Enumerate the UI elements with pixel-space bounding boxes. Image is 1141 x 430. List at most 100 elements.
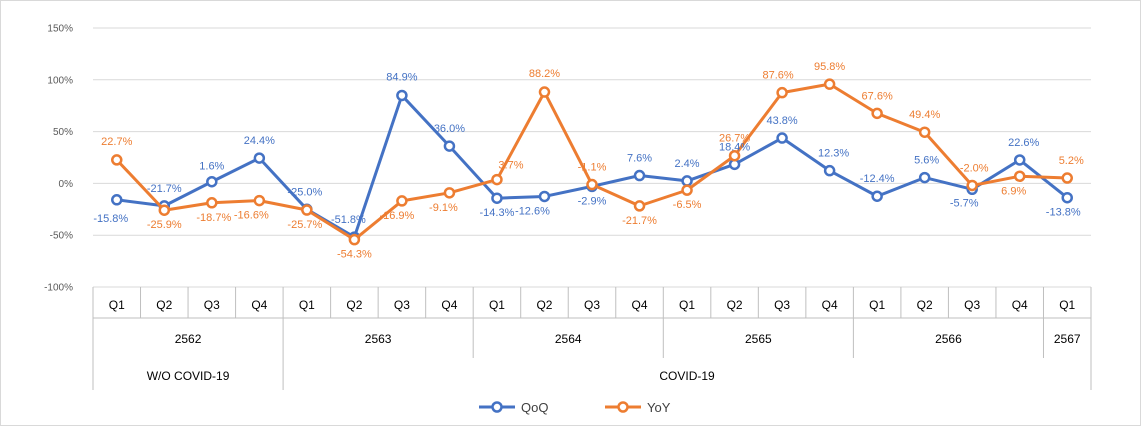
x-tick-label: Q2 bbox=[536, 298, 552, 312]
group-label: W/O COVID-19 bbox=[147, 369, 230, 383]
x-tick-label: Q1 bbox=[109, 298, 125, 312]
x-tick-label: Q3 bbox=[394, 298, 410, 312]
x-tick-label: Q2 bbox=[346, 298, 362, 312]
yoy-data-label: -1.1% bbox=[578, 162, 607, 174]
qoq-point bbox=[871, 190, 883, 202]
qoq-data-label: 84.9% bbox=[386, 71, 417, 83]
x-tick-label: Q1 bbox=[1059, 298, 1075, 312]
qoq-data-label: 18.4% bbox=[719, 141, 750, 153]
yoy-point bbox=[158, 204, 171, 216]
qoq-point bbox=[253, 152, 266, 164]
y-tick-label: 0% bbox=[59, 179, 74, 190]
yoy-point bbox=[728, 149, 741, 162]
x-tick-label: Q3 bbox=[584, 298, 600, 312]
qoq-point bbox=[1061, 191, 1073, 204]
qoq-data-label: -25.0% bbox=[287, 186, 322, 198]
yoy-data-label: 95.8% bbox=[814, 61, 845, 73]
qoq-data-label: 22.6% bbox=[1008, 137, 1039, 149]
qoq-data-label: -21.7% bbox=[147, 183, 182, 195]
qoq-data-label: -51.8% bbox=[331, 214, 366, 226]
yoy-data-label: 26.7% bbox=[719, 133, 750, 145]
qoq-data-label: -2.9% bbox=[578, 195, 607, 207]
year-label: 2565 bbox=[745, 332, 772, 346]
yoy-legend-label: YoY bbox=[647, 400, 671, 415]
yoy-point bbox=[823, 78, 836, 90]
yoy-data-label: -25.7% bbox=[287, 219, 322, 231]
qoq-data-label: -15.8% bbox=[93, 213, 128, 225]
qoq-data-label: 12.3% bbox=[818, 148, 849, 160]
qoq-data-label: -5.7% bbox=[950, 197, 979, 209]
yoy-data-label: 87.6% bbox=[762, 70, 793, 82]
qoq-point bbox=[538, 190, 551, 203]
group-label: COVID-19 bbox=[659, 369, 715, 383]
qoq-point bbox=[633, 169, 646, 182]
qoq-data-label: 36.0% bbox=[434, 123, 465, 135]
y-tick-label: 50% bbox=[53, 127, 73, 138]
x-tick-label: Q3 bbox=[204, 298, 220, 312]
yoy-point bbox=[206, 197, 218, 209]
yoy-point bbox=[776, 86, 788, 99]
yoy-point bbox=[396, 195, 408, 207]
year-label: 2563 bbox=[365, 332, 392, 346]
yoy-data-label: -6.5% bbox=[673, 199, 702, 211]
qoq-point bbox=[918, 171, 931, 184]
year-label: 2562 bbox=[175, 332, 202, 346]
yoy-point bbox=[871, 107, 883, 120]
yoy-point bbox=[681, 184, 693, 196]
qoq-legend-label: QoQ bbox=[521, 400, 548, 415]
qoq-data-label: -13.8% bbox=[1046, 207, 1081, 219]
yoy-data-label: 88.2% bbox=[529, 68, 560, 80]
yoy-point bbox=[348, 233, 361, 246]
qoq-point bbox=[443, 140, 456, 152]
x-tick-label: Q4 bbox=[441, 298, 457, 312]
y-tick-label: -50% bbox=[50, 231, 73, 242]
yoy-data-label: 22.7% bbox=[101, 136, 132, 148]
yoy-data-label: 5.2% bbox=[1059, 155, 1084, 167]
qoq-data-label: 7.6% bbox=[627, 153, 652, 165]
x-tick-label: Q2 bbox=[917, 298, 933, 312]
qoq-point bbox=[206, 175, 218, 188]
yoy-point bbox=[443, 187, 456, 199]
y-tick-label: -100% bbox=[44, 283, 73, 294]
yoy-data-label: -9.1% bbox=[429, 202, 458, 214]
qoq-point bbox=[396, 89, 408, 102]
qoq-point bbox=[491, 192, 503, 204]
x-tick-label: Q1 bbox=[679, 298, 695, 312]
yoy-point bbox=[918, 126, 931, 138]
yoy-data-label: 49.4% bbox=[909, 109, 940, 121]
qoq-data-label: -12.4% bbox=[860, 173, 895, 185]
yoy-data-label: 6.9% bbox=[1001, 185, 1026, 197]
yoy-data-label: 67.6% bbox=[862, 90, 893, 102]
yoy-point bbox=[491, 173, 503, 186]
yoy-legend-marker bbox=[617, 401, 629, 413]
x-tick-label: Q4 bbox=[1012, 298, 1028, 312]
qoq-data-label: 24.4% bbox=[244, 135, 275, 147]
yoy-data-label: -25.9% bbox=[147, 219, 182, 231]
yoy-point bbox=[586, 178, 598, 191]
yoy-data-label: -16.9% bbox=[379, 210, 414, 222]
yoy-data-label: -18.7% bbox=[196, 212, 231, 224]
yoy-data-label: 3.7% bbox=[498, 160, 523, 172]
qoq-data-label: 2.4% bbox=[675, 158, 700, 170]
x-tick-label: Q3 bbox=[964, 298, 980, 312]
yoy-data-label: -2.0% bbox=[960, 162, 989, 174]
x-tick-label: Q2 bbox=[727, 298, 743, 312]
y-tick-label: 150% bbox=[47, 24, 73, 35]
x-tick-label: Q1 bbox=[869, 298, 885, 312]
x-tick-label: Q4 bbox=[632, 298, 648, 312]
yoy-point bbox=[253, 194, 266, 207]
x-tick-label: Q4 bbox=[251, 298, 267, 312]
qoq-data-label: -14.3% bbox=[480, 207, 515, 219]
yoy-point bbox=[633, 200, 646, 212]
qoq-legend-marker bbox=[491, 401, 503, 413]
qoq-data-label: 1.6% bbox=[199, 161, 224, 173]
x-tick-label: Q2 bbox=[156, 298, 172, 312]
year-label: 2566 bbox=[935, 332, 962, 346]
x-tick-label: Q3 bbox=[774, 298, 790, 312]
yoy-point bbox=[538, 86, 551, 98]
y-tick-label: 100% bbox=[47, 75, 73, 86]
qoq-point bbox=[823, 164, 836, 177]
qoq-point bbox=[111, 194, 123, 206]
